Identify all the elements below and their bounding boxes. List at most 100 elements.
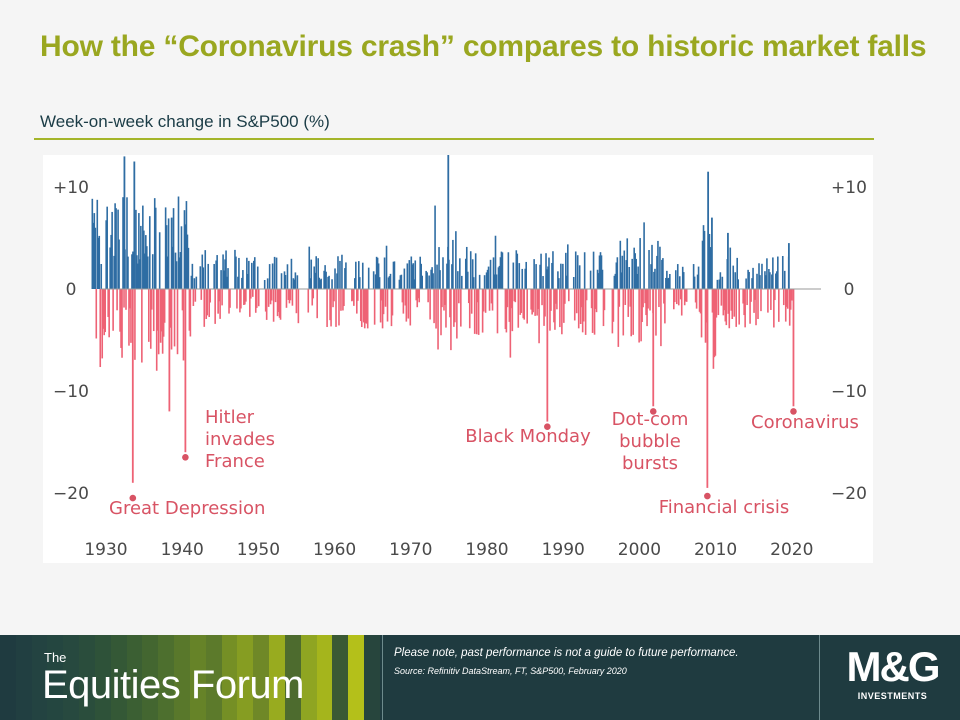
bar <box>409 289 412 326</box>
bar <box>330 289 332 327</box>
bar <box>525 261 527 289</box>
bar <box>280 273 283 289</box>
bar <box>208 289 211 318</box>
y-tick-label-left: −10 <box>53 382 89 402</box>
bar <box>373 289 376 325</box>
bar <box>399 275 402 289</box>
bar <box>785 289 788 307</box>
bar <box>206 289 209 316</box>
bar <box>518 263 521 289</box>
bar <box>277 289 280 313</box>
bar <box>357 289 359 301</box>
bar <box>532 289 534 313</box>
bar <box>712 289 715 369</box>
bar <box>323 270 325 289</box>
bar <box>174 252 177 289</box>
x-tick-label: 1950 <box>237 540 280 560</box>
bar <box>524 268 527 289</box>
bar <box>624 289 627 305</box>
bar <box>538 289 540 344</box>
bar <box>213 264 215 289</box>
bar <box>432 273 434 289</box>
bar <box>482 289 485 312</box>
bar <box>657 240 659 289</box>
bar <box>190 275 193 289</box>
bar <box>147 256 149 289</box>
bar <box>229 289 231 308</box>
annotation-label: bursts <box>622 453 678 474</box>
bar <box>267 289 270 307</box>
bar <box>506 289 509 308</box>
bar <box>757 289 759 320</box>
bar <box>410 256 413 289</box>
bar <box>388 276 391 289</box>
bar <box>311 289 314 306</box>
bar <box>167 218 170 289</box>
bar <box>253 257 256 289</box>
bar <box>376 257 379 289</box>
bar <box>385 245 388 289</box>
y-tick-label-left: 0 <box>66 280 77 300</box>
bar <box>440 289 442 336</box>
bar <box>155 289 158 371</box>
bar <box>383 257 386 289</box>
bar <box>621 255 624 289</box>
bar <box>501 252 504 289</box>
bar <box>498 265 501 289</box>
bar <box>414 260 417 289</box>
bar <box>134 289 136 360</box>
bar <box>352 289 354 301</box>
bar <box>522 289 525 319</box>
bar <box>427 289 429 303</box>
bar <box>545 253 547 289</box>
bar <box>122 197 124 289</box>
bar <box>550 289 552 311</box>
bar <box>351 289 353 302</box>
bar <box>252 289 254 297</box>
bar <box>173 289 176 347</box>
bar <box>748 271 750 289</box>
bar <box>559 289 561 328</box>
x-tick-label: 1990 <box>542 540 585 560</box>
chart-panel: +10 +10 0 0 −10 −10 −20 −20 1930 1940 1950 1960 1970… <box>43 155 873 563</box>
bar <box>168 289 171 412</box>
bar <box>426 272 428 289</box>
bar <box>464 258 467 289</box>
bar <box>708 233 711 289</box>
bar <box>104 289 106 333</box>
bar <box>115 208 117 289</box>
bar <box>126 197 128 289</box>
bar <box>319 279 321 289</box>
bar <box>513 289 516 302</box>
bar <box>415 289 418 301</box>
bar <box>638 289 640 343</box>
bar <box>697 266 700 289</box>
bar <box>103 289 106 336</box>
bar <box>692 264 695 289</box>
bar <box>340 289 342 311</box>
bar <box>597 273 600 289</box>
bar <box>722 289 725 316</box>
bar <box>200 289 203 300</box>
bar <box>660 289 662 347</box>
bar <box>553 289 555 323</box>
bar <box>402 289 405 314</box>
bar <box>421 275 423 289</box>
bar <box>144 253 146 289</box>
bar <box>749 289 751 324</box>
bar <box>602 289 605 327</box>
bar <box>151 254 154 289</box>
bar <box>113 255 115 289</box>
bar <box>627 289 630 317</box>
bar <box>123 156 126 289</box>
bar <box>157 289 160 355</box>
bar <box>116 289 118 311</box>
bar <box>185 201 188 289</box>
bar <box>131 254 133 289</box>
bar <box>613 275 616 289</box>
bar <box>519 289 522 315</box>
bar <box>441 289 443 308</box>
bar <box>568 289 570 302</box>
bar <box>109 247 111 289</box>
bar <box>667 278 669 289</box>
